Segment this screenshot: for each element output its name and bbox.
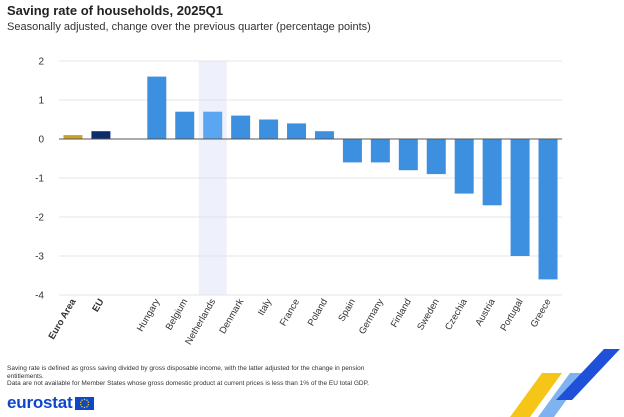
y-tick-label: 0 xyxy=(38,135,44,146)
bar-finland xyxy=(398,139,418,171)
bar-netherlands xyxy=(203,111,223,139)
bar-italy xyxy=(259,119,279,139)
footnote-line: Data are not available for Member States… xyxy=(7,380,369,387)
x-tick-label: Belgium xyxy=(164,297,191,332)
chart-subtitle: Seasonally adjusted, change over the pre… xyxy=(7,21,371,33)
x-tick-label: France xyxy=(278,297,302,328)
bar-czechia xyxy=(454,139,474,194)
x-tick-label: Sweden xyxy=(415,297,442,332)
yellow-stripe xyxy=(510,373,562,417)
bar-hungary xyxy=(147,76,167,139)
bar-sweden xyxy=(426,139,446,175)
x-tick-label: EU xyxy=(90,297,106,314)
blue-stripe xyxy=(556,349,620,400)
bar-portugal xyxy=(510,139,530,256)
y-tick-label: -2 xyxy=(35,213,44,224)
bar-austria xyxy=(482,139,502,206)
footnote-line: entitlements. xyxy=(7,372,44,380)
bar-poland xyxy=(314,131,334,139)
eurostat-decoration xyxy=(510,349,620,417)
x-tick-label: Italy xyxy=(256,297,274,318)
bar-eu xyxy=(91,131,111,139)
y-tick-label: -4 xyxy=(35,291,44,302)
logo-text: eurostat xyxy=(7,393,73,412)
x-tick-label: Finland xyxy=(389,297,414,329)
x-tick-label: Spain xyxy=(336,297,358,324)
bar-germany xyxy=(370,139,390,163)
eurostat-logo: eurostat xyxy=(7,393,95,412)
footnote-line: Saving rate is defined as gross saving d… xyxy=(7,365,365,372)
x-tick-label: Germany xyxy=(357,297,386,337)
footnotes: Saving rate is defined as gross saving d… xyxy=(7,365,477,388)
x-tick-label: Austria xyxy=(473,296,498,328)
y-tick-label: -3 xyxy=(35,252,44,263)
eu-flag-icon xyxy=(75,396,95,410)
bar-france xyxy=(287,123,307,139)
chart-title: Saving rate of households, 2025Q1 xyxy=(7,3,224,18)
y-tick-label: -1 xyxy=(35,174,44,185)
bar-belgium xyxy=(175,111,195,139)
bar-greece xyxy=(538,139,558,280)
x-tick-label: Czechia xyxy=(443,296,470,332)
bar-euro-area xyxy=(63,135,83,139)
y-tick-label: 2 xyxy=(38,57,44,68)
y-tick-label: 1 xyxy=(38,96,44,107)
x-tick-label: Poland xyxy=(306,297,330,328)
x-tick-label: Denmark xyxy=(217,297,246,336)
bar-denmark xyxy=(231,115,251,139)
x-tick-label: Hungary xyxy=(135,297,163,334)
x-tick-label: Euro Area xyxy=(47,296,79,341)
x-tick-label: Portugal xyxy=(498,297,525,333)
x-tick-label: Greece xyxy=(529,297,554,329)
bar-spain xyxy=(342,139,362,163)
